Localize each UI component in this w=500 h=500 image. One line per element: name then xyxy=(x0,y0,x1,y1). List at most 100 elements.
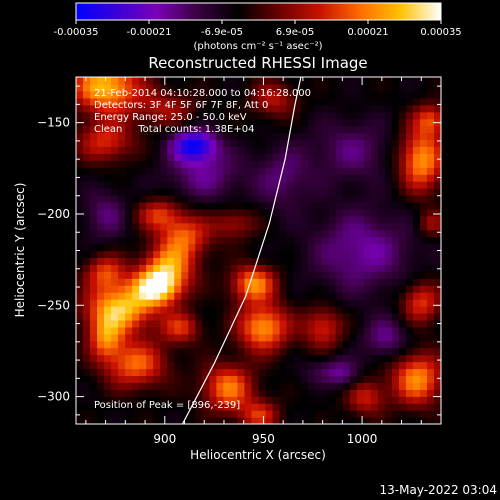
heatmap-cell xyxy=(237,167,246,175)
heatmap-cell xyxy=(328,167,337,175)
heatmap-cell xyxy=(391,104,400,113)
heatmap-cell xyxy=(258,236,267,245)
heatmap-cell xyxy=(300,285,309,293)
heatmap-cell xyxy=(244,306,253,314)
heatmap-cell xyxy=(160,292,168,300)
heatmap-cell xyxy=(384,375,393,383)
heatmap-cell xyxy=(188,139,196,147)
heatmap-cell xyxy=(202,326,210,335)
heatmap-cell xyxy=(412,347,421,356)
heatmap-cell xyxy=(139,229,147,238)
heatmap-cell xyxy=(433,312,441,321)
heatmap-cell xyxy=(132,312,140,321)
heatmap-cell xyxy=(223,222,232,231)
heatmap-cell xyxy=(391,292,400,300)
heatmap-cell xyxy=(335,125,344,134)
heatmap-cell xyxy=(419,132,428,141)
heatmap-cell xyxy=(419,118,428,127)
heatmap-cell xyxy=(384,208,393,217)
heatmap-cell xyxy=(300,90,309,99)
heatmap-cell xyxy=(384,257,393,265)
heatmap-cell xyxy=(139,188,147,196)
heatmap-cell xyxy=(111,319,119,328)
heatmap-cell xyxy=(209,90,217,99)
heatmap-cell xyxy=(111,382,119,390)
heatmap-cell xyxy=(349,340,358,349)
heatmap-cell xyxy=(125,153,133,161)
heatmap-cell xyxy=(118,368,126,377)
heatmap-cell xyxy=(125,139,133,147)
heatmap-cell xyxy=(118,285,126,293)
heatmap-cell xyxy=(265,326,274,335)
heatmap-cell xyxy=(342,77,351,85)
heatmap-cell xyxy=(391,111,400,120)
heatmap-cell xyxy=(223,181,232,189)
heatmap-cell xyxy=(370,326,379,335)
heatmap-cell xyxy=(293,417,302,424)
heatmap-cell xyxy=(97,285,105,293)
heatmap-cell xyxy=(398,264,407,272)
heatmap-cell xyxy=(244,118,253,127)
heatmap-cell xyxy=(251,340,260,349)
heatmap-cell xyxy=(195,236,203,245)
heatmap-cell xyxy=(160,174,168,182)
heatmap-cell xyxy=(426,160,435,168)
heatmap-cell xyxy=(398,410,407,418)
heatmap-cell xyxy=(321,326,330,335)
heatmap-cell xyxy=(370,208,379,217)
heatmap-cell xyxy=(363,326,372,335)
heatmap-cell xyxy=(335,111,344,120)
heatmap-cell xyxy=(202,181,210,189)
heatmap-cell xyxy=(251,417,260,424)
heatmap-cell xyxy=(230,181,239,189)
heatmap-cell xyxy=(321,160,330,168)
heatmap-cell xyxy=(118,77,126,85)
heatmap-cell xyxy=(146,83,154,92)
heatmap-cell xyxy=(307,278,316,286)
heatmap-cell xyxy=(181,83,189,92)
heatmap-cell xyxy=(377,389,386,397)
heatmap-cell xyxy=(363,340,372,349)
heatmap-cell xyxy=(405,208,414,217)
heatmap-cell xyxy=(146,222,154,231)
heatmap-cell xyxy=(412,90,421,99)
heatmap-cell xyxy=(202,132,210,141)
heatmap-cell xyxy=(188,368,196,377)
heatmap-cell xyxy=(125,160,133,168)
heatmap-cell xyxy=(300,201,309,210)
heatmap-cell xyxy=(412,271,421,279)
heatmap-cell xyxy=(209,77,217,85)
heatmap-cell xyxy=(356,215,365,224)
heatmap-cell xyxy=(314,243,323,252)
heatmap-cell xyxy=(237,97,246,106)
heatmap-cell xyxy=(419,153,428,161)
heatmap-cell xyxy=(384,118,393,127)
heatmap-cell xyxy=(216,90,225,99)
heatmap-cell xyxy=(167,347,175,356)
heatmap-cell xyxy=(370,292,379,300)
heatmap-cell xyxy=(328,396,337,404)
heatmap-cell xyxy=(83,125,91,134)
heatmap-cell xyxy=(342,361,351,370)
heatmap-cell xyxy=(181,389,189,397)
heatmap-cell xyxy=(349,83,358,92)
heatmap-cell xyxy=(125,118,133,127)
heatmap-cell xyxy=(118,90,126,99)
heatmap-cell xyxy=(349,104,358,113)
heatmap-cell xyxy=(104,125,112,134)
heatmap-cell xyxy=(195,222,203,231)
heatmap-cell xyxy=(251,368,260,377)
heatmap-cell xyxy=(118,153,126,161)
heatmap-cell xyxy=(342,354,351,363)
heatmap-cell xyxy=(97,104,105,113)
heatmap-cell xyxy=(342,417,351,424)
heatmap-cell xyxy=(132,410,140,418)
heatmap-cell xyxy=(307,354,316,363)
heatmap-cell xyxy=(111,278,119,286)
heatmap-cell xyxy=(181,215,189,224)
heatmap-cell xyxy=(209,215,217,224)
heatmap-cell xyxy=(223,111,232,120)
heatmap-cell xyxy=(160,389,168,397)
heatmap-cell xyxy=(209,139,217,147)
heatmap-cell xyxy=(314,306,323,314)
